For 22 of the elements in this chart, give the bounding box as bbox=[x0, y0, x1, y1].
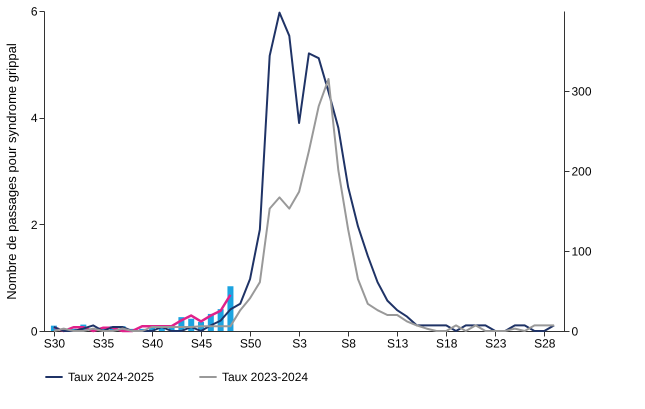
y-tick-label: 0 bbox=[30, 324, 38, 338]
y-tick-label: 4 bbox=[30, 111, 38, 126]
x-tick-label: S8 bbox=[341, 336, 356, 350]
y2-tick-label: 300 bbox=[572, 84, 592, 98]
x-tick-label: S45 bbox=[190, 336, 213, 350]
x-tick-label: S40 bbox=[142, 336, 164, 350]
legend-label: Taux 2024-2025 bbox=[68, 370, 154, 384]
x-tick-label: S28 bbox=[534, 336, 556, 350]
y2-tick-label: 200 bbox=[572, 164, 592, 178]
y-tick-label: 6 bbox=[30, 4, 38, 18]
x-tick-label: S35 bbox=[92, 336, 114, 350]
x-tick-label: S13 bbox=[386, 336, 409, 350]
legend-label: Taux 2023-2024 bbox=[222, 370, 308, 384]
x-tick-label: S18 bbox=[436, 336, 458, 350]
y-tick-label: 2 bbox=[30, 218, 38, 232]
y2-tick-label: 100 bbox=[572, 244, 592, 258]
x-tick-label: S30 bbox=[44, 336, 66, 350]
x-tick-label: S3 bbox=[292, 336, 308, 350]
y-axis-title: Nombre de passages pour syndrome grippal bbox=[4, 43, 19, 300]
x-tick-label: S50 bbox=[240, 336, 262, 350]
y2-tick-label: 0 bbox=[572, 324, 578, 338]
x-tick-label: S23 bbox=[485, 336, 507, 350]
